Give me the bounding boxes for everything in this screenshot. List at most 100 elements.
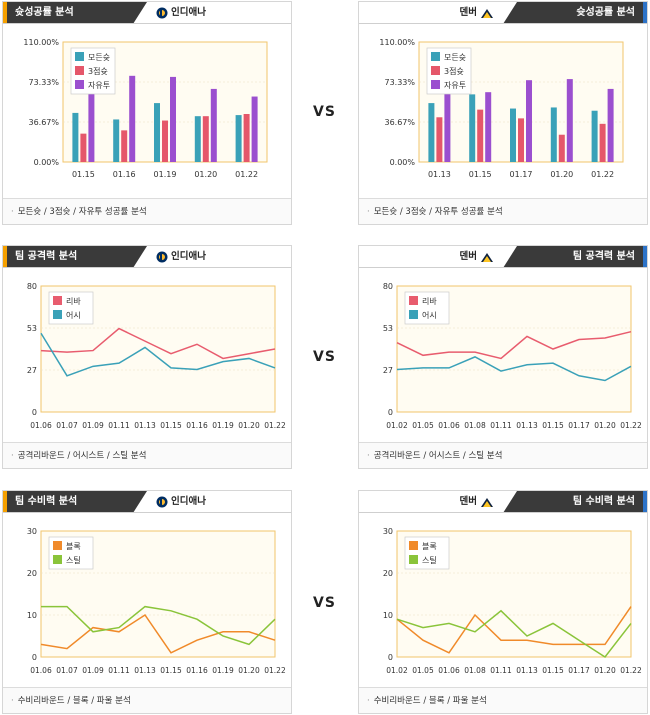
legend-swatch [431, 52, 440, 61]
legend-label: 자유투 [444, 81, 466, 90]
x-tick-label: 01.08 [464, 666, 486, 675]
x-tick-label: 01.11 [490, 421, 512, 430]
team-name: 인디애나 [171, 7, 206, 18]
x-tick-label: 01.06 [438, 421, 460, 430]
x-tick-label: 01.08 [464, 421, 486, 430]
bar-ft [88, 71, 95, 162]
x-tick-label: 01.22 [620, 666, 642, 675]
legend-swatch [431, 66, 440, 75]
bar-three [162, 120, 168, 162]
section-title: 팀 공격력 분석 [3, 246, 147, 268]
bar-three [80, 133, 87, 162]
x-tick-label: 01.06 [30, 421, 52, 430]
offense-panel-away: 팀 공격력 분석 덴버 0 27 53 80 01.02 01.05 01.06 01.08 0… [358, 245, 648, 469]
y-tick-label: 30 [383, 527, 393, 536]
x-tick-label: 01.06 [30, 666, 52, 675]
vs-label: VS [313, 595, 336, 611]
shooting-panel-away: 슛성공률 분석 덴버 0.00% 36.67% 73.33% 110.00% 01.13… [358, 1, 648, 225]
bar-three [558, 134, 565, 162]
bar-ft [607, 88, 614, 162]
team-label: 덴버 [460, 246, 497, 268]
x-tick-label: 01.13 [428, 170, 451, 179]
legend-swatch [409, 296, 418, 305]
series-line-blk [396, 606, 632, 654]
bar-fg [113, 119, 120, 162]
legend-swatch [75, 52, 84, 61]
panel-header: 팀 공격력 분석 덴버 [359, 246, 647, 268]
legend-label: 스틸 [422, 555, 437, 565]
bar-three [477, 109, 484, 162]
panel-header: 슛성공률 분석 인디애나 [3, 2, 291, 24]
x-tick-label: 01.22 [591, 170, 614, 179]
x-tick-label: 01.17 [510, 170, 533, 179]
series-line-ast [396, 356, 632, 382]
legend-swatch [409, 541, 418, 550]
panel-footer: 공격리바운드 / 어시스트 / 스틸 분석 [359, 442, 647, 468]
y-tick-label: 0.00% [390, 158, 416, 167]
y-tick-label: 73.33% [28, 78, 59, 87]
y-tick-label: 110.00% [379, 38, 415, 47]
section-title: 슛성공률 분석 [503, 2, 647, 24]
team-label: 인디애나 [153, 2, 206, 24]
panel-header: 팀 공격력 분석 인디애나 [3, 246, 291, 268]
legend-swatch [409, 555, 418, 564]
x-tick-label: 01.22 [264, 666, 286, 675]
x-tick-label: 01.09 [82, 666, 104, 675]
series-line-reb [396, 330, 632, 360]
legend-label: 자유투 [88, 81, 110, 90]
section-title: 슛성공률 분석 [3, 2, 147, 24]
vs-label: VS [313, 349, 336, 365]
vs-label: VS [313, 104, 336, 120]
panel-footer: 공격리바운드 / 어시스트 / 스틸 분석 [3, 442, 291, 468]
bar-fg [469, 94, 476, 162]
x-tick-label: 01.15 [160, 421, 182, 430]
bar-fg [235, 115, 242, 162]
bar-three [121, 130, 128, 162]
legend-label: 3점슛 [444, 66, 464, 76]
bar-three [243, 114, 250, 162]
x-tick-label: 01.20 [550, 170, 573, 179]
x-tick-label: 01.13 [134, 666, 156, 675]
bar-three [599, 123, 606, 162]
bar-fg [154, 103, 160, 162]
x-tick-label: 01.09 [82, 421, 104, 430]
series-line-ast [40, 332, 276, 377]
y-tick-label: 20 [383, 569, 393, 578]
defense-panel-home: 팀 수비력 분석 인디애나 0 10 20 30 01.06 01.07 01.09 01.1… [2, 490, 292, 714]
x-tick-label: 01.11 [108, 666, 130, 675]
x-tick-label: 01.05 [412, 421, 434, 430]
bar-ft [170, 76, 176, 162]
bar-fg [428, 103, 435, 162]
x-tick-label: 01.22 [620, 421, 642, 430]
bar-ft [485, 92, 492, 162]
legend-swatch [53, 296, 62, 305]
x-tick-label: 01.13 [516, 666, 538, 675]
legend-swatch [409, 310, 418, 319]
x-tick-label: 01.07 [56, 666, 78, 675]
x-tick-label: 01.19 [212, 666, 234, 675]
series-line-stl [41, 605, 276, 646]
x-tick-label: 01.15 [542, 666, 564, 675]
bar-fg [194, 116, 201, 162]
panel-footer: 수비리바운드 / 블록 / 파울 분석 [3, 687, 291, 713]
x-tick-label: 01.16 [113, 170, 136, 179]
team-name: 덴버 [459, 496, 477, 507]
x-tick-label: 01.11 [490, 666, 512, 675]
defense-panel-away: 팀 수비력 분석 덴버 0 10 20 30 01.02 01.05 01.06 01.08 0… [358, 490, 648, 714]
series-line-reb [40, 327, 276, 360]
section-title: 팀 수비력 분석 [503, 491, 647, 513]
y-tick-label: 53 [383, 324, 393, 333]
team-name: 덴버 [459, 251, 477, 262]
y-tick-label: 36.67% [384, 118, 415, 127]
team-label: 인디애나 [153, 491, 206, 513]
shooting-chart-away: 0.00% 36.67% 73.33% 110.00% 01.13 01.15 01.17 0… [379, 38, 624, 179]
panel-header: 팀 수비력 분석 인디애나 [3, 491, 291, 513]
legend-swatch [53, 310, 62, 319]
bar-ft [210, 88, 217, 162]
legend-swatch [53, 555, 62, 564]
legend-label: 어시 [422, 310, 437, 320]
bar-three [436, 117, 443, 162]
legend-swatch [75, 66, 84, 75]
legend-label: 모든슛 [444, 53, 466, 62]
x-tick-label: 01.15 [542, 421, 564, 430]
